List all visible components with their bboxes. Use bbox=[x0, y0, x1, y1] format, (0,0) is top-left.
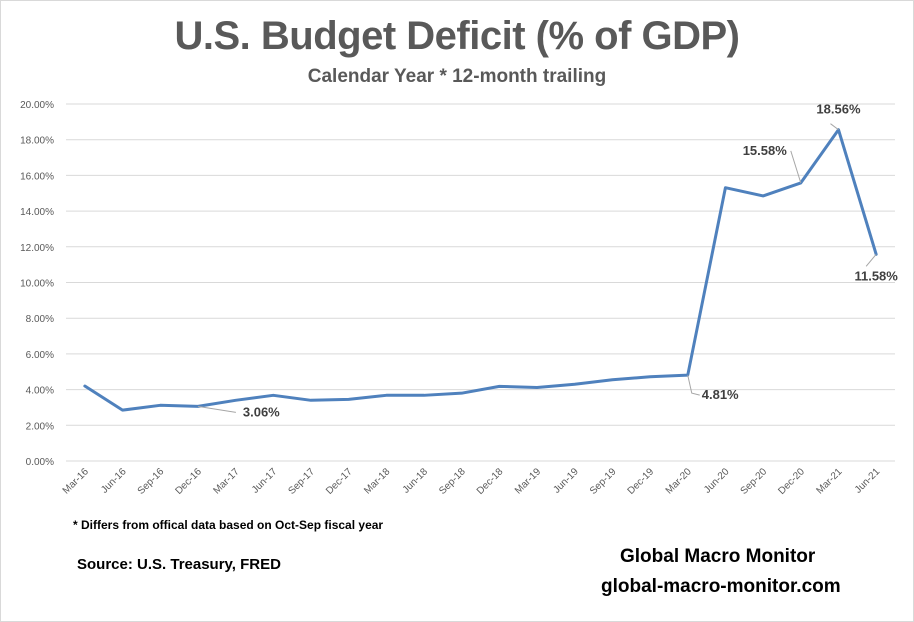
x-tick-label: Jun-20 bbox=[702, 466, 732, 496]
chart-subtitle: Calendar Year * 12-month trailing bbox=[307, 66, 607, 87]
x-tick-label: Dec-16 bbox=[173, 466, 204, 497]
data-label: 15.58% bbox=[743, 143, 788, 158]
x-tick-label: Sep-18 bbox=[437, 466, 468, 497]
leader-line bbox=[790, 150, 802, 184]
series-layer bbox=[83, 128, 878, 412]
website-url: global-macro-monitor.com bbox=[601, 576, 841, 597]
brand-name: Global Macro Monitor bbox=[620, 546, 816, 567]
leader-line bbox=[865, 253, 877, 267]
leader-line bbox=[687, 375, 700, 396]
y-tick-label: 4.00% bbox=[26, 386, 54, 397]
x-tick-label: Mar-16 bbox=[61, 466, 91, 496]
x-tick-label: Jun-17 bbox=[250, 466, 280, 496]
x-tick-label: Dec-19 bbox=[626, 466, 657, 497]
y-tick-label: 12.00% bbox=[20, 243, 54, 254]
data-label: 4.81% bbox=[702, 387, 739, 402]
x-tick-label: Jun-21 bbox=[853, 466, 883, 496]
x-tick-label: Sep-19 bbox=[588, 466, 619, 497]
source-note: Source: U.S. Treasury, FRED bbox=[77, 556, 281, 573]
data-label: 3.06% bbox=[243, 404, 280, 419]
x-tick-label: Sep-16 bbox=[136, 466, 167, 497]
x-tick-label: Mar-21 bbox=[814, 466, 844, 496]
x-tick-label: Jun-16 bbox=[99, 466, 129, 496]
series-line bbox=[83, 128, 878, 412]
y-tick-label: 0.00% bbox=[26, 457, 54, 468]
y-axis-tick-labels: 0.00% 2.00% 4.00% 6.00% 8.00% 10.00% 12.00% 14.… bbox=[20, 100, 54, 468]
y-tick-label: 20.00% bbox=[20, 100, 54, 111]
x-tick-label: Mar-17 bbox=[212, 466, 242, 496]
data-label: 18.56% bbox=[816, 102, 861, 117]
x-tick-label: Mar-19 bbox=[513, 466, 543, 496]
x-tick-label: Mar-20 bbox=[664, 466, 694, 496]
y-tick-label: 16.00% bbox=[20, 171, 54, 182]
y-tick-label: 18.00% bbox=[20, 136, 54, 147]
leader-line bbox=[830, 123, 839, 131]
data-label: 11.58% bbox=[854, 268, 898, 283]
y-tick-label: 8.00% bbox=[26, 314, 54, 325]
x-tick-label: Dec-18 bbox=[475, 466, 506, 497]
x-tick-label: Sep-17 bbox=[286, 466, 317, 497]
y-tick-label: 10.00% bbox=[20, 279, 54, 290]
leader-line bbox=[197, 405, 236, 413]
footnote: * Differs from offical data based on Oct… bbox=[73, 518, 384, 532]
x-tick-label: Jun-19 bbox=[551, 466, 581, 496]
x-tick-label: Mar-18 bbox=[362, 466, 392, 496]
x-tick-label: Dec-20 bbox=[776, 466, 807, 497]
gridlines bbox=[66, 103, 895, 462]
x-tick-label: Jun-18 bbox=[401, 466, 431, 496]
x-tick-label: Sep-20 bbox=[739, 466, 770, 497]
chart-title: U.S. Budget Deficit (% of GDP) bbox=[174, 14, 741, 58]
y-tick-label: 6.00% bbox=[26, 350, 54, 361]
x-tick-label: Dec-17 bbox=[324, 466, 355, 497]
y-tick-label: 14.00% bbox=[20, 207, 54, 218]
x-axis-tick-labels: Mar-16 Jun-16 Sep-16 Dec-16 Mar-17 Jun-17 Sep-… bbox=[61, 466, 883, 497]
y-tick-label: 2.00% bbox=[26, 421, 54, 432]
data-labels: 3.06% 4.81% 15.58% 18.56% 11.58% bbox=[197, 102, 898, 419]
